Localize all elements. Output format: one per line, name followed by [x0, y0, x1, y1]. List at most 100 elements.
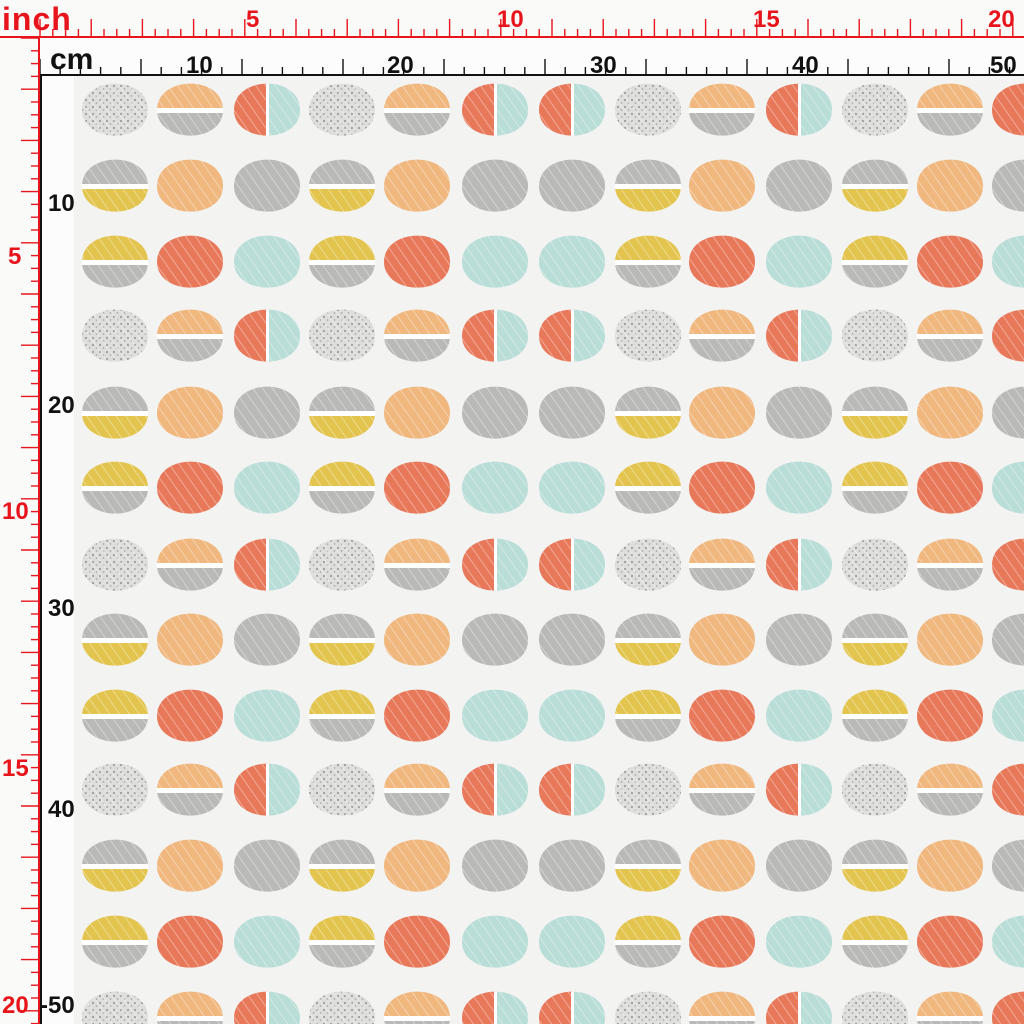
pattern-dot-mustard-grey — [615, 235, 681, 288]
cm-label-left-20: 20 — [48, 392, 75, 419]
pattern-dot-grey — [766, 159, 832, 212]
pattern-dot-grey — [766, 386, 832, 439]
pattern-dot-mint — [234, 461, 300, 514]
pattern-dot-grey-speck — [842, 83, 908, 136]
pattern-dot-coral — [917, 915, 983, 968]
pattern-dot-orange — [384, 386, 450, 439]
pattern-dot-coral — [917, 235, 983, 288]
pattern-dot-orange — [917, 613, 983, 666]
pattern-dot-coral-mint — [766, 83, 832, 136]
pattern-dot-coral — [917, 689, 983, 742]
pattern-dot-mint — [462, 235, 528, 288]
pattern-dot-mustard-grey — [842, 689, 908, 742]
pattern-dot-grey-speck — [82, 991, 148, 1024]
pattern-dot-grey-speck — [615, 763, 681, 816]
pattern-dot-mint — [462, 461, 528, 514]
pattern-dot-grey — [462, 386, 528, 439]
pattern-dot-orange — [384, 613, 450, 666]
pattern-dot-mustard-grey — [309, 461, 375, 514]
pattern-dot-orange — [917, 839, 983, 892]
pattern-dot-grey — [234, 386, 300, 439]
pattern-dot-orange-grey — [384, 83, 450, 136]
pattern-dot-grey-mustard — [615, 159, 681, 212]
pattern-dot-mint — [766, 915, 832, 968]
pattern-dot-grey — [234, 839, 300, 892]
pattern-dot-orange — [689, 839, 755, 892]
pattern-dot-orange — [689, 613, 755, 666]
cm-label-top-40: 40 — [792, 52, 819, 79]
pattern-dot-mint — [539, 461, 605, 514]
cm-ruler-left — [40, 76, 74, 1024]
pattern-dot-coral-mint — [539, 83, 605, 136]
pattern-dot-orange-grey — [157, 83, 223, 136]
pattern-dot-grey-speck — [82, 538, 148, 591]
pattern-dot-grey — [234, 159, 300, 212]
pattern-dot-grey-mustard — [82, 159, 148, 212]
cm-label-top-20: 20 — [387, 52, 414, 79]
cm-ruler-top — [40, 38, 1024, 76]
pattern-dot-mint — [234, 689, 300, 742]
inch-ruler-left — [0, 38, 40, 1024]
pattern-dot-grey-mustard — [309, 159, 375, 212]
pattern-dot-orange-grey — [157, 991, 223, 1024]
pattern-dot-coral — [689, 915, 755, 968]
pattern-dot-mint — [539, 689, 605, 742]
cm-unit-label: cm — [50, 43, 94, 76]
pattern-dot-orange — [157, 613, 223, 666]
pattern-dot-grey-speck — [842, 538, 908, 591]
pattern-dot-coral — [689, 235, 755, 288]
pattern-dot-grey — [234, 613, 300, 666]
pattern-dot-coral-mint — [539, 763, 605, 816]
pattern-dot-coral — [157, 689, 223, 742]
pattern-dot-mustard-grey — [82, 461, 148, 514]
pattern-dot-coral — [384, 235, 450, 288]
pattern-dot-mint — [462, 915, 528, 968]
pattern-dot-coral — [917, 461, 983, 514]
pattern-dot-grey-speck — [615, 309, 681, 362]
pattern-dot-mint — [539, 235, 605, 288]
pattern-dot-grey-speck — [309, 309, 375, 362]
pattern-dot-grey-speck — [615, 538, 681, 591]
pattern-dot-grey-mustard — [615, 839, 681, 892]
pattern-dot-grey-mustard — [842, 159, 908, 212]
pattern-dot-mint — [234, 915, 300, 968]
inch-unit-label: inch — [2, 1, 72, 37]
cm-label-top-50: 50 — [990, 52, 1017, 79]
pattern-dot-orange-grey — [689, 83, 755, 136]
pattern-dot-mustard-grey — [309, 915, 375, 968]
inch-label-left-15: 15 — [2, 755, 29, 782]
pattern-dot-orange — [917, 159, 983, 212]
pattern-dot-grey-speck — [82, 83, 148, 136]
pattern-dot-orange — [157, 839, 223, 892]
pattern-dot-mint — [766, 235, 832, 288]
pattern-dot-orange — [384, 839, 450, 892]
inch-label-top-15: 15 — [753, 6, 780, 33]
pattern-dot-orange-grey — [917, 538, 983, 591]
pattern-dot-mint — [766, 461, 832, 514]
pattern-dot-orange — [157, 159, 223, 212]
pattern-dot-mustard-grey — [842, 915, 908, 968]
pattern-dot-grey-speck — [82, 309, 148, 362]
pattern-dot-coral — [384, 915, 450, 968]
pattern-dot-coral — [157, 461, 223, 514]
pattern-dot-orange — [917, 386, 983, 439]
inch-label-top-10: 10 — [497, 6, 524, 33]
pattern-dot-mint — [539, 915, 605, 968]
pattern-dot-grey — [462, 613, 528, 666]
pattern-dot-orange-grey — [689, 763, 755, 816]
inch-ruler-top: inch 5 10 15 20 — [0, 0, 1024, 38]
cm-label-top-30: 30 — [590, 52, 617, 79]
pattern-dot-orange-grey — [689, 309, 755, 362]
pattern-dot-orange-grey — [384, 763, 450, 816]
pattern-dot-grey-mustard — [82, 613, 148, 666]
pattern-dot-grey-speck — [309, 538, 375, 591]
pattern-dot-coral — [384, 461, 450, 514]
pattern-dot-orange-grey — [384, 309, 450, 362]
pattern-dot-orange-grey — [384, 538, 450, 591]
pattern-dot-grey — [462, 159, 528, 212]
cm-label-left-50: -50 — [40, 992, 75, 1019]
cm-label-left-10: 10 — [48, 190, 75, 217]
pattern-dot-mustard-grey — [842, 461, 908, 514]
pattern-dot-grey-mustard — [615, 386, 681, 439]
